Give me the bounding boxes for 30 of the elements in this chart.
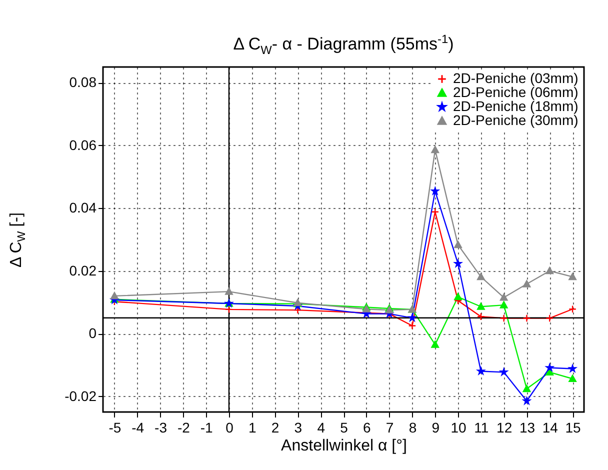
x-tick-label: -5 bbox=[108, 420, 122, 436]
y-tick-label: -0.02 bbox=[64, 388, 97, 404]
y-tick-label: 0 bbox=[88, 325, 97, 342]
x-tick-label: 2 bbox=[271, 420, 280, 436]
x-tick-label: 7 bbox=[386, 420, 394, 436]
legend-label: 2D-Peniche (03mm) bbox=[453, 70, 578, 86]
x-tick-label: 13 bbox=[519, 420, 536, 436]
x-tick-label: -2 bbox=[177, 420, 190, 436]
x-tick-label: -4 bbox=[132, 420, 144, 436]
y-tick-label: 0.04 bbox=[69, 200, 97, 216]
x-tick-label: -1 bbox=[200, 420, 214, 436]
x-axis-title: Anstellwinkel α [°] bbox=[281, 438, 407, 454]
x-tick-label: 5 bbox=[340, 420, 348, 436]
x-tick-label: 12 bbox=[496, 420, 512, 436]
x-tick-label: 14 bbox=[542, 420, 558, 436]
y-tick-label: 0.08 bbox=[69, 74, 97, 90]
x-tick-label: 3 bbox=[294, 420, 302, 436]
x-tick-label: 0 bbox=[226, 420, 234, 436]
x-tick-label: 11 bbox=[474, 420, 489, 436]
chart-title: Δ C$_{W}$- α - Diagramm (55ms$^{-1}$) bbox=[232, 32, 455, 58]
x-tick-label: 1 bbox=[248, 420, 256, 436]
x-tick-label: 9 bbox=[432, 420, 440, 436]
y-tick-label: 0.06 bbox=[69, 136, 97, 153]
x-tick-label: 10 bbox=[450, 420, 467, 436]
x-tick-label: 6 bbox=[363, 420, 372, 436]
x-tick-label: -3 bbox=[154, 420, 168, 436]
x-tick-label: 15 bbox=[565, 420, 582, 436]
x-tick-label: 4 bbox=[317, 420, 326, 436]
x-tick-label: 8 bbox=[408, 420, 417, 436]
y-tick-label: 0.02 bbox=[69, 262, 97, 278]
